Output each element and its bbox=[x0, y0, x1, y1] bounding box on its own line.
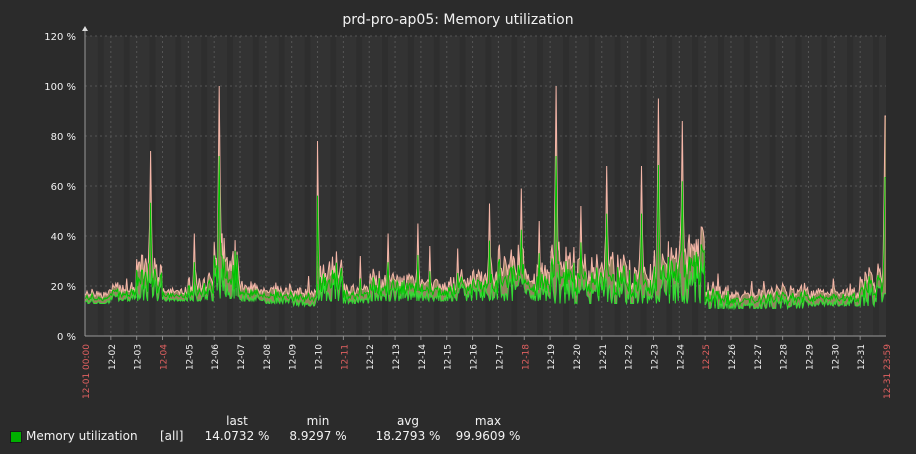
y-tick-label: 120 % bbox=[44, 32, 76, 43]
legend-swatch bbox=[10, 431, 22, 443]
x-tick-label: 12-01 00:00 bbox=[82, 344, 92, 399]
time-band bbox=[175, 36, 182, 336]
x-tick-label: 12-02 bbox=[108, 344, 118, 370]
legend-value-last: 14.0732 % bbox=[204, 429, 270, 443]
x-tick-label: 12-12 bbox=[366, 344, 376, 370]
time-band bbox=[640, 36, 647, 336]
time-band bbox=[149, 36, 156, 336]
x-tick-label: 12-07 bbox=[237, 344, 247, 370]
x-tick-label: 12-22 bbox=[625, 344, 635, 370]
x-tick-label: 12-18 bbox=[521, 344, 531, 370]
x-tick-label: 12-30 bbox=[831, 344, 841, 370]
x-tick-label: 12-29 bbox=[805, 344, 815, 370]
x-tick-label: 12-09 bbox=[289, 344, 299, 370]
x-tick-label: 12-10 bbox=[315, 344, 325, 370]
x-tick-label: 12-27 bbox=[754, 344, 764, 370]
time-band bbox=[485, 36, 492, 336]
x-tick-label: 12-14 bbox=[418, 344, 428, 370]
time-band bbox=[511, 36, 518, 336]
x-tick-label: 12-28 bbox=[780, 344, 790, 370]
time-band bbox=[201, 36, 208, 336]
y-tick-label: 40 % bbox=[51, 232, 76, 243]
legend-header-last: last bbox=[226, 414, 248, 428]
time-band bbox=[304, 36, 311, 336]
x-tick-label: 12-04 bbox=[160, 344, 170, 370]
time-band bbox=[330, 36, 337, 336]
time-band bbox=[769, 36, 776, 336]
x-tick-label: 12-19 bbox=[547, 344, 557, 370]
y-tick-label: 20 % bbox=[51, 282, 76, 293]
time-band bbox=[821, 36, 828, 336]
y-axis-arrow bbox=[82, 26, 88, 31]
x-tick-label: 12-24 bbox=[676, 344, 686, 370]
x-tick-label: 12-20 bbox=[573, 344, 583, 370]
x-tick-label: 12-06 bbox=[211, 344, 221, 370]
time-band bbox=[795, 36, 802, 336]
x-tick-label: 12-08 bbox=[263, 344, 273, 370]
legend-header-max: max bbox=[474, 414, 502, 428]
x-tick-label: 12-31 bbox=[857, 344, 867, 370]
y-tick-label: 60 % bbox=[51, 182, 76, 193]
x-tick-label: 12-25 bbox=[702, 344, 712, 370]
legend-header-avg: avg bbox=[396, 414, 420, 428]
legend-header-min: min bbox=[306, 414, 330, 428]
x-tick-label: 12-31 23:59 bbox=[883, 344, 893, 399]
x-tick-label: 12-26 bbox=[728, 344, 738, 370]
x-tick-label: 12-16 bbox=[470, 344, 480, 370]
y-tick-label: 0 % bbox=[57, 332, 76, 343]
x-tick-label: 12-13 bbox=[392, 344, 402, 370]
x-tick-label: 12-15 bbox=[444, 344, 454, 370]
y-tick-label: 80 % bbox=[51, 132, 76, 143]
x-tick-label: 12-23 bbox=[650, 344, 660, 370]
legend-series-scope: [all] bbox=[160, 429, 184, 443]
time-band bbox=[356, 36, 363, 336]
x-tick-label: 12-05 bbox=[185, 344, 195, 370]
time-band bbox=[459, 36, 466, 336]
legend-value-min: 8.9297 % bbox=[289, 429, 347, 443]
x-tick-label: 12-03 bbox=[134, 344, 144, 370]
legend-value-max: 99.9609 % bbox=[455, 429, 521, 443]
series-min-line bbox=[84, 257, 886, 311]
series-max-line bbox=[84, 85, 886, 304]
chart-title: prd-pro-ap05: Memory utilization bbox=[342, 12, 573, 28]
y-tick-label: 100 % bbox=[44, 82, 76, 93]
x-tick-label: 12-11 bbox=[340, 344, 350, 370]
x-tick-label: 12-21 bbox=[599, 344, 609, 370]
legend-value-avg: 18.2793 % bbox=[375, 429, 441, 443]
x-tick-label: 12-17 bbox=[495, 344, 505, 370]
time-band bbox=[666, 36, 673, 336]
time-band bbox=[614, 36, 621, 336]
series-avg-line bbox=[84, 155, 886, 307]
legend-series-name: Memory utilization bbox=[26, 429, 138, 443]
